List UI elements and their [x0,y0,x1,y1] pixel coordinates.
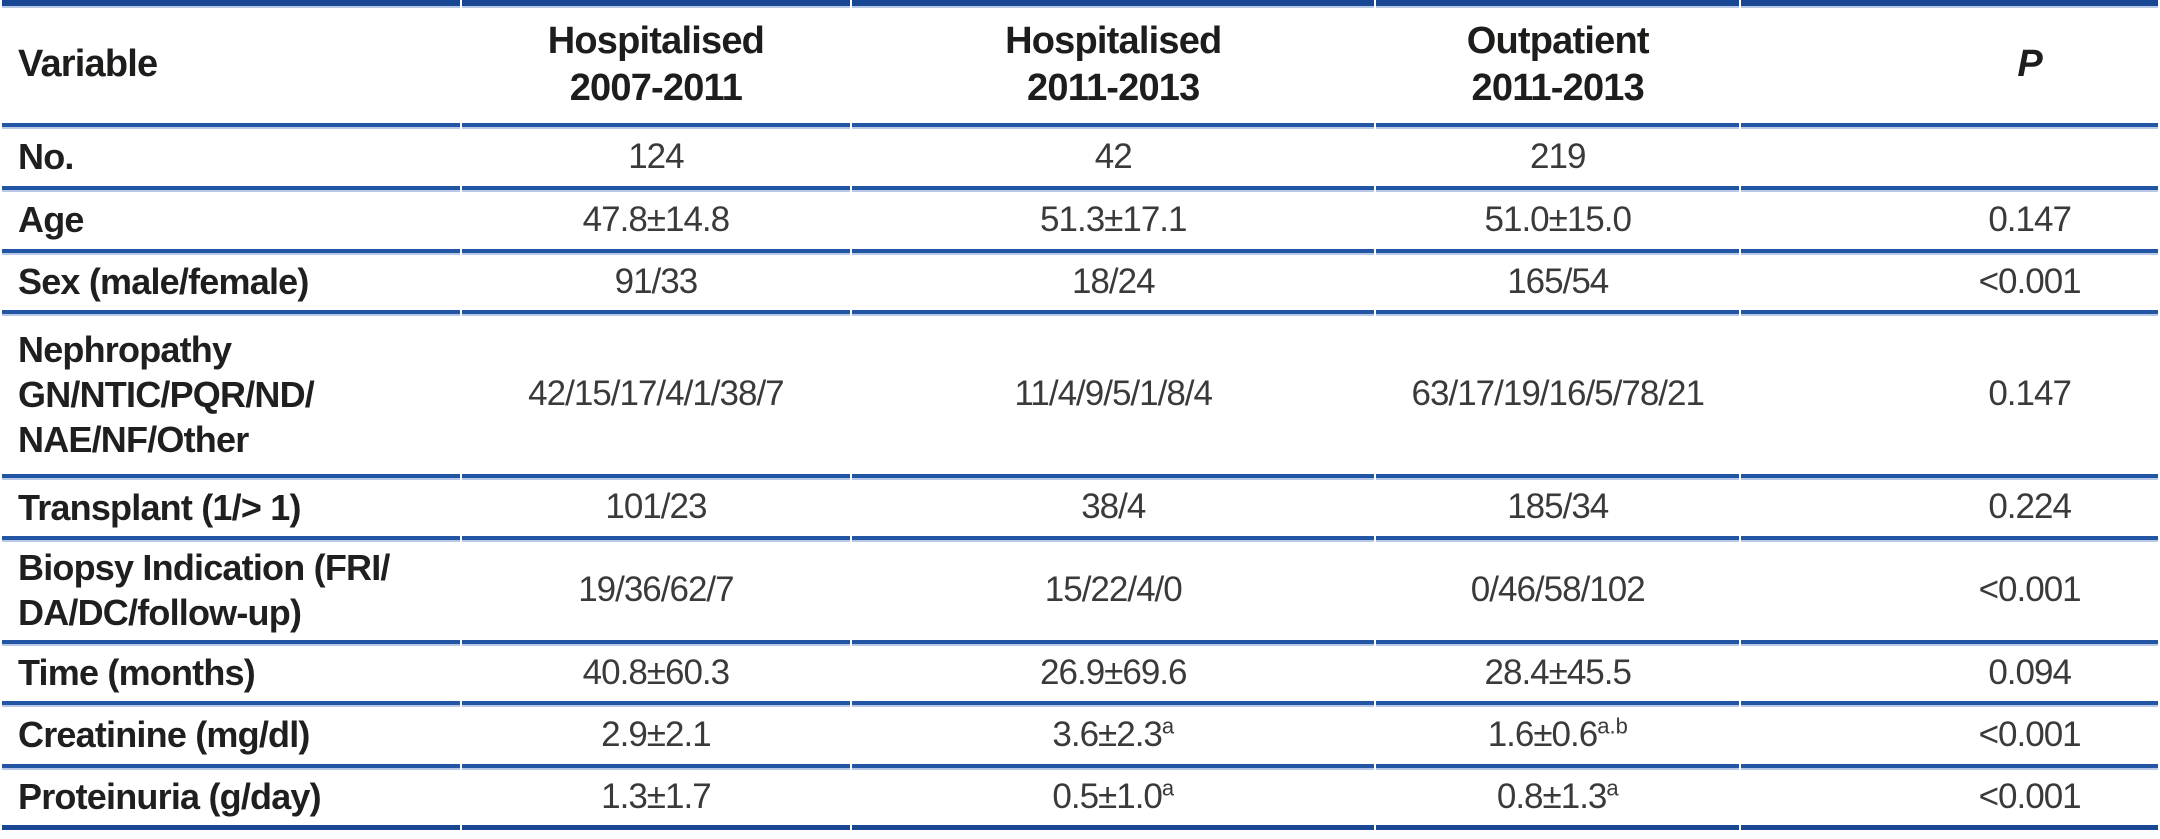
header-line: Outpatient [1466,19,1650,62]
row-label: Biopsy Indication (FRI/ DA/DC/follow-up) [2,536,460,640]
row-label: Creatinine (mg/dl) [2,701,460,764]
cell-proteinuria-hosp1: 1.3±1.7 [461,764,851,830]
cell-biopsy-p: <0.001 [1741,536,2158,640]
cell-age-hosp1: 47.8±14.8 [461,186,851,249]
cell-value: 1.6±0.6 [1487,714,1599,754]
cell-no-outpatient: 219 [1376,123,1740,186]
header-hospitalised-2011-2013: Hospitalised 2011-2013 [852,0,1375,123]
row-label: Sex (male/female) [2,249,460,310]
table-row-time: Time (months) 40.8±60.3 26.9±69.6 28.4±4… [2,640,2158,701]
cell-time-hosp2: 26.9±69.6 [852,640,1375,701]
footnote-marker: a [1161,712,1175,738]
header-hospitalised-2007-2011: Hospitalised 2007-2011 [461,0,851,123]
row-label: Proteinuria (g/day) [2,764,460,830]
footnote-marker: a [1606,774,1619,800]
table-row-nephropathy: Nephropathy GN/NTIC/PQR/ND/ NAE/NF/Other… [2,310,2158,474]
cell-creatinine-p: <0.001 [1741,701,2158,764]
table-row-transplant: Transplant (1/> 1) 101/23 38/4 185/34 0.… [2,474,2158,536]
row-label: No. [2,123,460,186]
table-row-no: No. 124 42 219 [2,123,2158,186]
cell-transplant-outpatient: 185/34 [1376,474,1740,536]
label-line: GN/NTIC/PQR/ND/ [18,373,315,415]
header-line: Hospitalised [547,19,765,62]
label-line: DA/DC/follow-up) [18,592,302,633]
label-line: NAE/NF/Other [18,418,249,460]
cell-no-p [1741,123,2158,186]
footnote-marker: a [1161,774,1175,800]
cell-nephropathy-p: 0.147 [1741,310,2158,474]
header-p-value: P [1741,0,2158,123]
cell-proteinuria-hosp2: 0.5±1.0a [852,764,1375,830]
cell-biopsy-outpatient: 0/46/58/102 [1376,536,1740,640]
cell-time-outpatient: 28.4±45.5 [1376,640,1740,701]
table-row-age: Age 47.8±14.8 51.3±17.1 51.0±15.0 0.147 [2,186,2158,249]
table-row-sex: Sex (male/female) 91/33 18/24 165/54 <0.… [2,249,2158,310]
cell-sex-p: <0.001 [1741,249,2158,310]
table-row-biopsy-indication: Biopsy Indication (FRI/ DA/DC/follow-up)… [2,536,2158,640]
cell-creatinine-outpatient: 1.6±0.6a.b [1376,701,1740,764]
cell-transplant-hosp1: 101/23 [461,474,851,536]
cell-time-p: 0.094 [1741,640,2158,701]
cell-value: 3.6±2.3 [1052,714,1163,754]
cell-sex-outpatient: 165/54 [1376,249,1740,310]
cell-sex-hosp2: 18/24 [852,249,1375,310]
cell-nephropathy-hosp2: 11/4/9/5/1/8/4 [852,310,1375,474]
cell-age-p: 0.147 [1741,186,2158,249]
row-label: Nephropathy GN/NTIC/PQR/ND/ NAE/NF/Other [2,310,460,474]
cell-creatinine-hosp2: 3.6±2.3a [852,701,1375,764]
header-line: Hospitalised [1005,19,1222,62]
row-label: Time (months) [2,640,460,701]
cell-nephropathy-outpatient: 63/17/19/16/5/78/21 [1376,310,1740,474]
cell-value: 0.5±1.0 [1052,776,1163,816]
cell-time-hosp1: 40.8±60.3 [461,640,851,701]
cell-no-hosp2: 42 [852,123,1375,186]
cell-age-hosp2: 51.3±17.1 [852,186,1375,249]
cell-biopsy-hosp1: 19/36/62/7 [461,536,851,640]
table-row-proteinuria: Proteinuria (g/day) 1.3±1.7 0.5±1.0a 0.8… [2,764,2158,830]
header-outpatient-2011-2013: Outpatient 2011-2013 [1376,0,1740,123]
cell-nephropathy-hosp1: 42/15/17/4/1/38/7 [461,310,851,474]
cell-age-outpatient: 51.0±15.0 [1376,186,1740,249]
cell-transplant-p: 0.224 [1741,474,2158,536]
header-line: 2011-2013 [1027,66,1200,109]
label-line: Nephropathy [18,328,232,370]
table-header-row: Variable Hospitalised 2007-2011 Hospital… [2,0,2158,123]
row-label: Age [2,186,460,249]
table-row-creatinine: Creatinine (mg/dl) 2.9±2.1 3.6±2.3a 1.6±… [2,701,2158,764]
cell-sex-hosp1: 91/33 [461,249,851,310]
header-line: 2007-2011 [569,66,743,109]
header-line: 2011-2013 [1471,66,1645,109]
cell-proteinuria-outpatient: 0.8±1.3a [1376,764,1740,830]
cell-value: 0.8±1.3 [1496,776,1608,816]
row-label: Transplant (1/> 1) [2,474,460,536]
label-line: Biopsy Indication (FRI/ [18,547,390,588]
cell-transplant-hosp2: 38/4 [852,474,1375,536]
footnote-marker: a.b [1597,712,1628,738]
cell-proteinuria-p: <0.001 [1741,764,2158,830]
header-variable: Variable [2,0,460,123]
cell-biopsy-hosp2: 15/22/4/0 [852,536,1375,640]
cell-creatinine-hosp1: 2.9±2.1 [461,701,851,764]
cell-no-hosp1: 124 [461,123,851,186]
